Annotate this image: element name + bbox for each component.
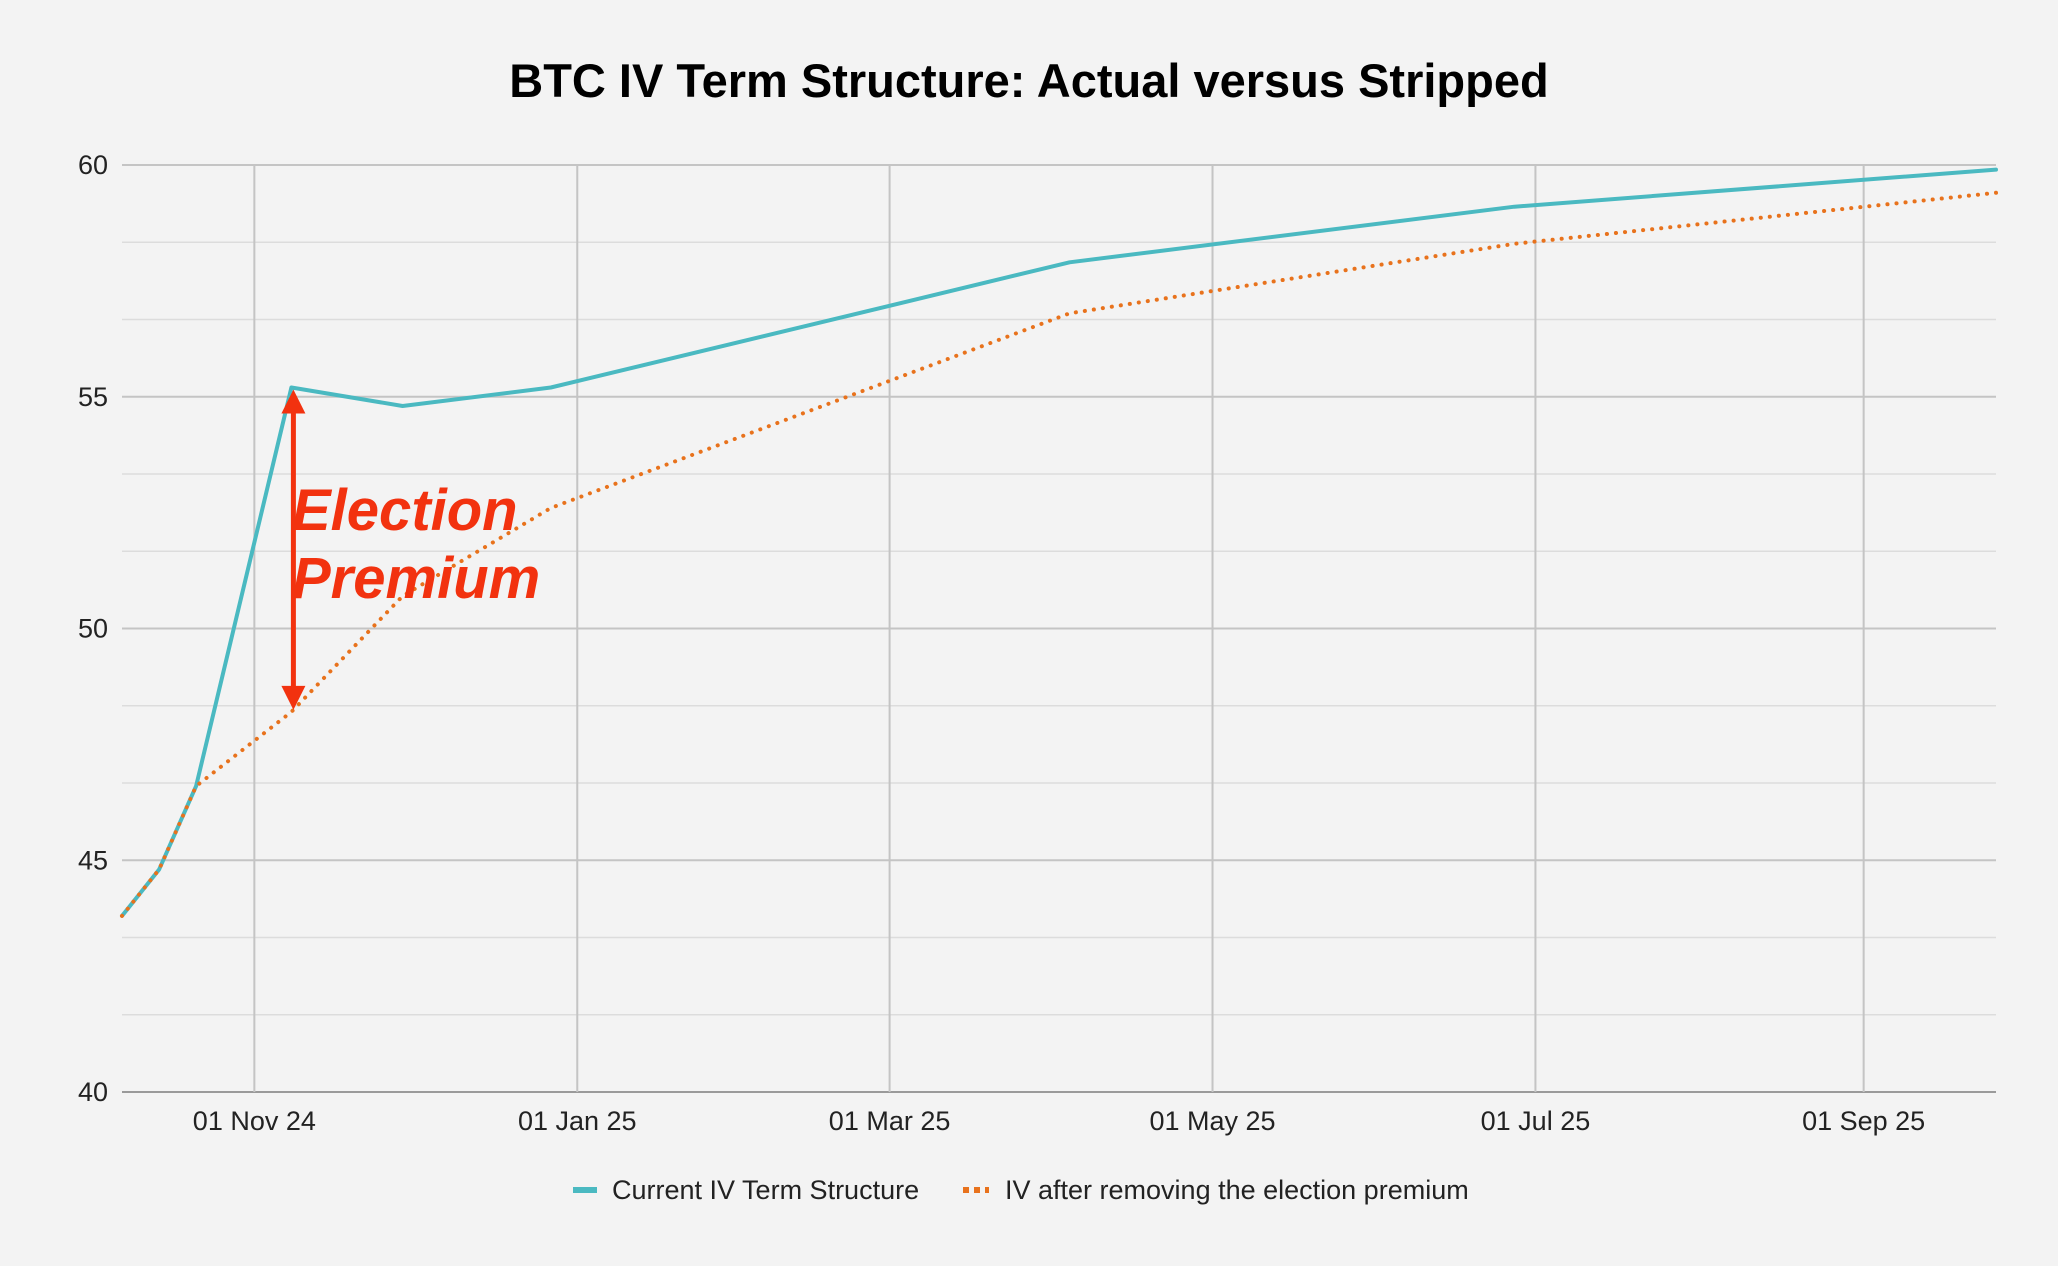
major-gridlines (122, 164, 1996, 1093)
y-tick-label-40: 40 (78, 1077, 108, 1107)
series-layer (120, 167, 1998, 918)
premium-arrow-head-up (281, 389, 306, 414)
legend: Current IV Term Structure IV after remov… (573, 1175, 1469, 1205)
x-axis: 01 Nov 24 01 Jan 25 01 Mar 25 01 May 25 01 J… (193, 1106, 1925, 1136)
x-tick-label: 01 Jul 25 (1481, 1106, 1591, 1136)
y-tick-label-60: 60 (78, 150, 108, 180)
legend-label-current-iv: Current IV Term Structure (612, 1175, 919, 1205)
chart-title: BTC IV Term Structure: Actual versus Str… (509, 54, 1548, 107)
x-tick-label: 01 Mar 25 (829, 1106, 951, 1136)
x-tick-label: 01 Nov 24 (193, 1106, 316, 1136)
premium-arrow-head-down (281, 685, 306, 710)
y-axis: 40 45 50 55 60 (78, 150, 108, 1107)
x-tick-label: 01 May 25 (1149, 1106, 1275, 1136)
annotation-line-1: Election (292, 478, 518, 543)
y-tick-label-55: 55 (78, 382, 108, 412)
x-tick-label: 01 Sep 25 (1802, 1106, 1925, 1136)
annotation-line-2: Premium (292, 546, 540, 611)
legend-label-stripped-iv: IV after removing the election premium (1005, 1175, 1469, 1205)
y-tick-label-50: 50 (78, 614, 108, 644)
legend-item-stripped-iv[interactable]: IV after removing the election premium (963, 1175, 1469, 1205)
y-tick-label-45: 45 (78, 845, 108, 875)
x-tick-label: 01 Jan 25 (518, 1106, 637, 1136)
series-stripped-iv-line (120, 190, 1998, 918)
election-premium-annotation: Election Premium (281, 389, 540, 710)
minor-gridlines (122, 241, 1996, 1016)
legend-item-current-iv[interactable]: Current IV Term Structure (573, 1175, 919, 1205)
